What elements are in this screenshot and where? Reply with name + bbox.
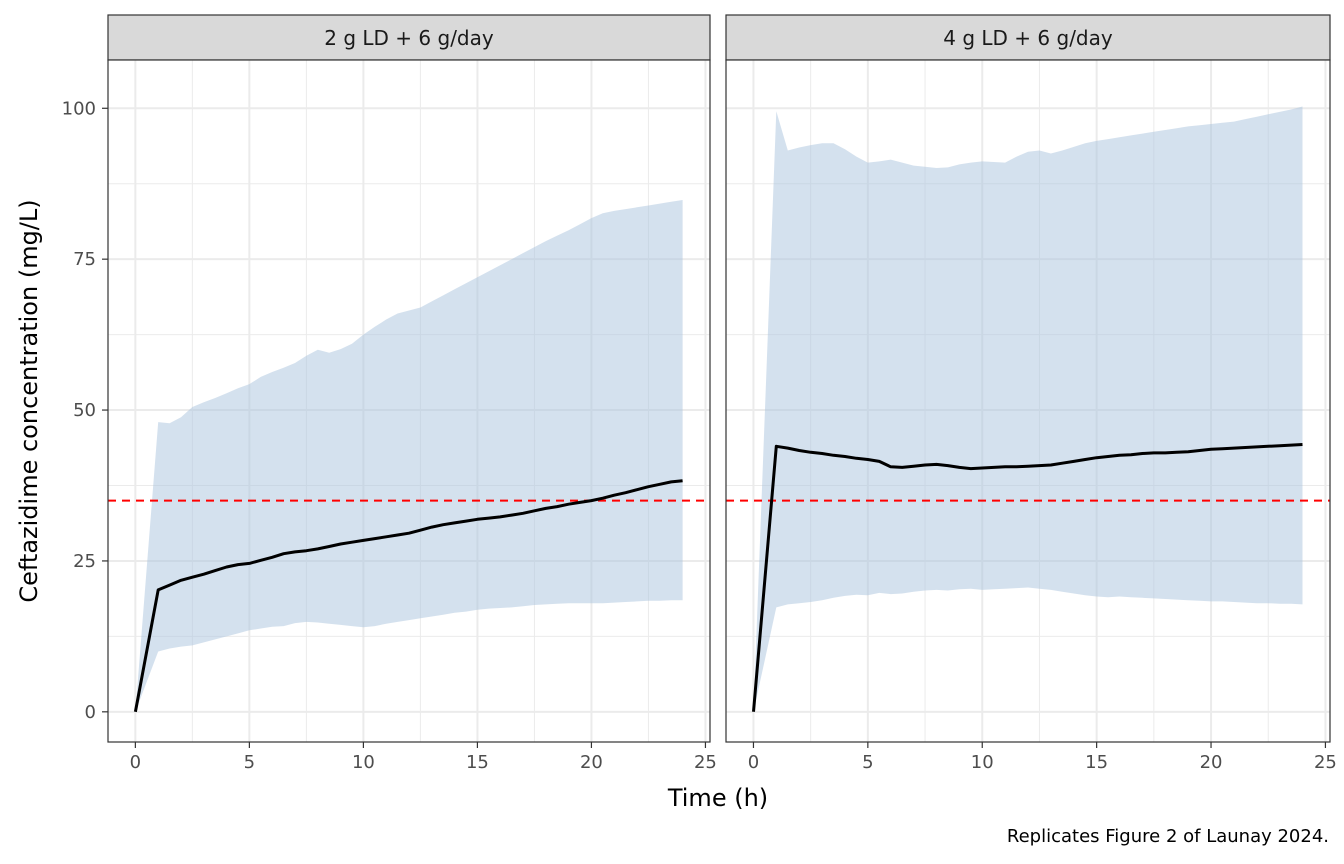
x-axis-2g-ld: 0 5 10 15 20 25 [130, 742, 717, 773]
median-line-2g-ld [133, 479, 683, 713]
y-axis: 0 25 50 75 100 [62, 98, 108, 723]
marks-2g-ld [108, 200, 710, 713]
x-axis-title: Time (h) [667, 784, 768, 812]
x-tick-label: 15 [1085, 752, 1108, 773]
y-tick-label: 25 [73, 551, 96, 572]
x-tick-label: 5 [862, 752, 873, 773]
x-tick-label: 0 [130, 752, 141, 773]
prediction-band-2g-ld [135, 200, 683, 712]
panel-4g-ld: 4 g LD + 6 g/day 0 5 10 15 20 25 [725, 14, 1337, 773]
x-tick-label: 20 [580, 752, 603, 773]
y-tick-label: 75 [73, 249, 96, 270]
marks-4g-ld [726, 106, 1330, 712]
y-tick-label: 50 [73, 400, 96, 421]
panel-2g-ld: 2 g LD + 6 g/day 0 5 10 15 20 25 [107, 14, 717, 773]
x-tick-label: 25 [694, 752, 717, 773]
x-tick-label: 20 [1200, 752, 1223, 773]
x-tick-label: 15 [466, 752, 489, 773]
x-axis-4g-ld: 0 5 10 15 20 25 [748, 742, 1337, 773]
caption: Replicates Figure 2 of Launay 2024. [1007, 826, 1329, 847]
y-tick-label: 0 [85, 702, 96, 723]
x-tick-label: 5 [244, 752, 255, 773]
y-tick-label: 100 [62, 98, 96, 119]
x-tick-label: 10 [971, 752, 994, 773]
x-tick-label: 10 [352, 752, 375, 773]
plot-border-4g-ld [725, 59, 1331, 743]
plot-border-2g-ld [107, 59, 711, 743]
median-line-4g-ld [752, 443, 1303, 712]
strip-title-2g-ld: 2 g LD + 6 g/day [324, 26, 494, 50]
x-tick-label: 0 [748, 752, 759, 773]
y-axis-title: Ceftazidime concentration (mg/L) [15, 199, 43, 602]
strip-title-4g-ld: 4 g LD + 6 g/day [943, 26, 1113, 50]
prediction-band-4g-ld [753, 106, 1303, 712]
strip-background-4g-ld [725, 14, 1331, 61]
x-tick-label: 25 [1314, 752, 1337, 773]
strip-background-2g-ld [107, 14, 711, 61]
